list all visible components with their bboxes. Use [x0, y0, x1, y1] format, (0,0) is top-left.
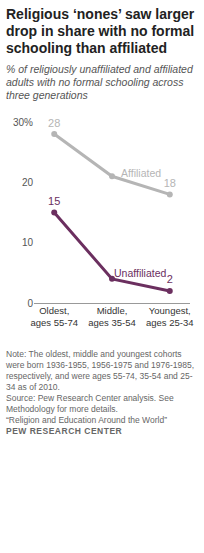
svg-text:Oldest,ages 55-74: Oldest,ages 55-74 — [30, 305, 78, 328]
html-text:“Religion and Education Around: “Religion and Education Around the World… — [6, 415, 167, 425]
html-text:Source: Pew Research Center an: Source: Pew Research Center analysis. Se… — [6, 393, 174, 414]
html-text:Note: The oldest, middle and y: Note: The oldest, middle and youngest co… — [6, 349, 195, 392]
html-text:PEW RESEARCH CENTER: PEW RESEARCH CENTER — [6, 426, 123, 436]
svg-text:Unaffiliated: Unaffiliated — [114, 267, 167, 279]
svg-text:10: 10 — [22, 237, 34, 248]
svg-text:20: 20 — [22, 177, 34, 188]
svg-text:30%: 30% — [13, 117, 33, 128]
svg-text:2: 2 — [167, 273, 173, 285]
svg-text:Middle,ages 35-54: Middle,ages 35-54 — [88, 305, 136, 328]
svg-text:18: 18 — [164, 177, 176, 189]
svg-text:Youngest,ages 25-34: Youngest,ages 25-34 — [146, 305, 194, 328]
html-text:% of religiously unaffiliated: % of religiously unaffiliated and affili… — [6, 63, 193, 101]
svg-text:15: 15 — [48, 195, 60, 207]
svg-text:Affiliated: Affiliated — [121, 167, 161, 179]
svg-text:0: 0 — [27, 298, 33, 309]
html-text:Religious ‘nones’ saw larger d: Religious ‘nones’ saw larger drop in sha… — [6, 6, 195, 56]
svg-text:28: 28 — [48, 117, 60, 129]
